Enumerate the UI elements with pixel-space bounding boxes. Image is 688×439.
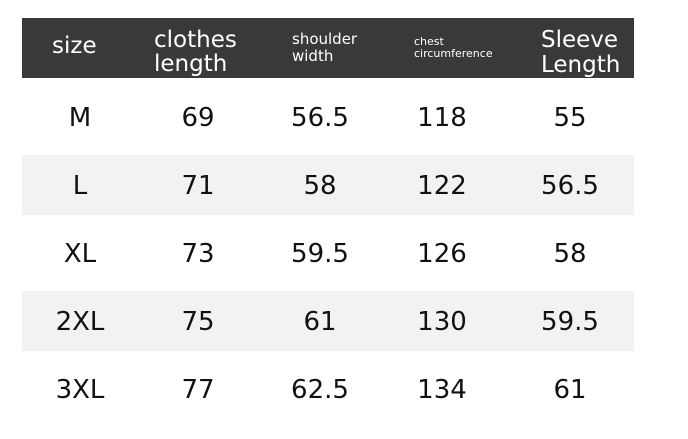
table-cell: 122 <box>417 171 467 201</box>
table-cell: 62.5 <box>291 375 349 405</box>
header-cell: clothes length <box>154 27 237 77</box>
table-cell: 61 <box>303 307 337 337</box>
table-cell: 69 <box>181 103 215 133</box>
table-cell: 59.5 <box>541 307 599 337</box>
table-cell: 118 <box>417 103 467 133</box>
table-cell: 2XL <box>55 307 105 337</box>
header-bar <box>22 18 634 78</box>
row-band <box>22 155 634 215</box>
table-cell: 61 <box>553 375 587 405</box>
table-cell: XL <box>63 239 97 269</box>
table-cell: 59.5 <box>291 239 349 269</box>
table-cell: 71 <box>181 171 215 201</box>
table-cell: 55 <box>553 103 587 133</box>
table-cell: M <box>68 103 92 133</box>
table-cell: 134 <box>417 375 467 405</box>
table-cell: 58 <box>553 239 587 269</box>
row-band <box>22 291 634 351</box>
table-cell: 56.5 <box>541 171 599 201</box>
header-cell: chest circumference <box>414 35 493 60</box>
header-cell: shoulder width <box>292 30 358 65</box>
table-cell: 126 <box>417 239 467 269</box>
table-cell: 3XL <box>55 375 105 405</box>
header-cell: size <box>52 33 97 59</box>
table-cell: 73 <box>181 239 215 269</box>
table-cell: 58 <box>303 171 337 201</box>
table-cell: L <box>72 171 88 201</box>
table-cell: 130 <box>417 307 467 337</box>
header-cell: Sleeve Length <box>541 27 621 78</box>
table-cell: 77 <box>181 375 215 405</box>
table-cell: 56.5 <box>291 103 349 133</box>
table-cell: 75 <box>181 307 215 337</box>
